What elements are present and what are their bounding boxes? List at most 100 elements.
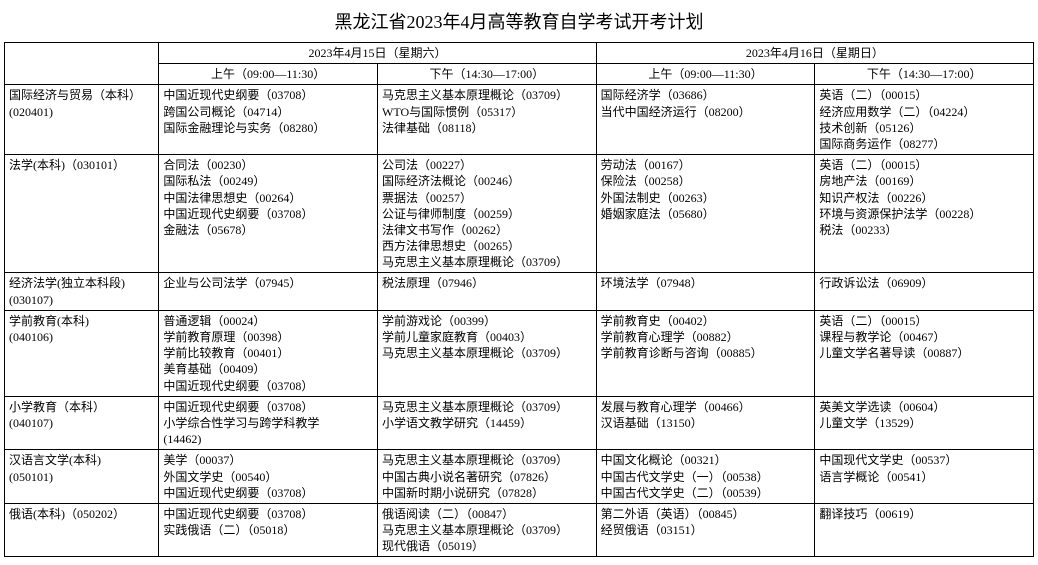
course-line: 中国近现代史纲要（03708）: [163, 87, 373, 103]
course-line: 汉语基础（13150）: [601, 415, 811, 431]
course-line: 当代中国经济运行（08200）: [601, 104, 811, 120]
slot-cell: 行政诉讼法（06909）: [815, 273, 1034, 310]
course-line: 经济应用数学（二）（04224）: [819, 104, 1029, 120]
table-row: 俄语(本科)（050202）中国近现代史纲要（03708）实践俄语（二）（050…: [5, 503, 1034, 557]
major-cell: 小学教育（本科）(040107): [5, 396, 159, 450]
course-line: 学前教育史（00402）: [601, 313, 811, 329]
major-line: 小学教育（本科）: [9, 399, 154, 415]
course-line: 行政诉讼法（06909）: [819, 275, 1029, 291]
slot-cell: 马克思主义基本原理概论（03709）中国古典小说名著研究（07826）中国新时期…: [378, 450, 597, 504]
course-line: 马克思主义基本原理概论（03709）: [382, 345, 592, 361]
course-line: 中国近现代史纲要（03708）: [163, 399, 373, 415]
page-title: 黑龙江省2023年4月高等教育自学考试开考计划: [4, 4, 1034, 42]
course-line: 外国法制史（00263）: [601, 190, 811, 206]
course-line: 普通逻辑（00024）: [163, 313, 373, 329]
table-row: 法学(本科)（030101）合同法（00230）国际私法（00249）中国法律思…: [5, 155, 1034, 273]
course-line: 语言学概论（00541）: [819, 469, 1029, 485]
slot-cell: 税法原理（07946）: [378, 273, 597, 310]
course-line: 公证与律师制度（00259）: [382, 206, 592, 222]
major-cell: 国际经济与贸易（本科）(020401): [5, 85, 159, 155]
course-line: 英语（二）（00015）: [819, 87, 1029, 103]
course-line: 技术创新（05126）: [819, 120, 1029, 136]
course-line: 票据法（00257）: [382, 190, 592, 206]
course-line: 中国新时期小说研究（07828）: [382, 485, 592, 501]
course-line: 现代俄语（05019）: [382, 538, 592, 554]
course-line: 西方法律思想史（00265）: [382, 238, 592, 254]
course-line: 婚姻家庭法（05680）: [601, 206, 811, 222]
slot-cell: 公司法（00227）国际经济法概论（00246）票据法（00257）公证与律师制…: [378, 155, 597, 273]
major-line: (030107): [9, 292, 154, 308]
course-line: 学前比较教育（00401）: [163, 345, 373, 361]
table-row: 学前教育(本科)(040106)普通逻辑（00024）学前教育原理（00398）…: [5, 310, 1034, 396]
slot-cell: 中国现代文学史（00537）语言学概论（00541）: [815, 450, 1034, 504]
course-line: 学前教育心理学（00882）: [601, 329, 811, 345]
course-line: 中国近现代史纲要（03708）: [163, 506, 373, 522]
header-session-1: 上午（09:00—11:30）: [159, 64, 378, 85]
course-line: 学前儿童家庭教育（00403）: [382, 329, 592, 345]
course-line: 马克思主义基本原理概论（03709）: [382, 87, 592, 103]
course-line: 税法原理（07946）: [382, 275, 592, 291]
course-line: 知识产权法（00226）: [819, 190, 1029, 206]
course-line: 法律基础（08118）: [382, 120, 592, 136]
major-line: 汉语言文学(本科): [9, 452, 154, 468]
course-line: 中国文化概论（00321）: [601, 452, 811, 468]
course-line: 小学综合性学习与跨学科教学: [163, 415, 373, 431]
slot-cell: 学前游戏论（00399）学前儿童家庭教育（00403）马克思主义基本原理概论（0…: [378, 310, 597, 396]
major-cell: 学前教育(本科)(040106): [5, 310, 159, 396]
course-line: 经贸俄语（03151）: [601, 522, 811, 538]
slot-cell: 环境法学（07948）: [596, 273, 815, 310]
major-cell: 俄语(本科)（050202）: [5, 503, 159, 557]
major-line: 国际经济与贸易（本科）: [9, 87, 154, 103]
course-line: (14462): [163, 431, 373, 447]
slot-cell: 马克思主义基本原理概论（03709）小学语文教学研究（14459）: [378, 396, 597, 450]
slot-cell: 英语（二）（00015）经济应用数学（二）（04224）技术创新（05126）国…: [815, 85, 1034, 155]
course-line: 国际经济学（03686）: [601, 87, 811, 103]
course-line: 儿童文学（13529）: [819, 415, 1029, 431]
course-line: 公司法（00227）: [382, 157, 592, 173]
course-line: 中国现代文学史（00537）: [819, 452, 1029, 468]
slot-cell: 发展与教育心理学（00466）汉语基础（13150）: [596, 396, 815, 450]
course-line: 学前教育诊断与咨询（00885）: [601, 345, 811, 361]
slot-cell: 中国近现代史纲要（03708）小学综合性学习与跨学科教学(14462): [159, 396, 378, 450]
slot-cell: 中国近现代史纲要（03708）跨国公司概论（04714）国际金融理论与实务（08…: [159, 85, 378, 155]
slot-cell: 学前教育史（00402）学前教育心理学（00882）学前教育诊断与咨询（0088…: [596, 310, 815, 396]
header-day-2: 2023年4月16日（星期日）: [596, 43, 1033, 64]
course-line: 中国近现代史纲要（03708）: [163, 206, 373, 222]
slot-cell: 第二外语（英语）（00845）经贸俄语（03151）: [596, 503, 815, 557]
slot-cell: 英美文学选读（00604）儿童文学（13529）: [815, 396, 1034, 450]
course-line: 金融法（05678）: [163, 222, 373, 238]
course-line: 中国近现代史纲要（03708）: [163, 485, 373, 501]
exam-schedule-table: 2023年4月15日（星期六） 2023年4月16日（星期日） 上午（09:00…: [4, 42, 1034, 557]
major-line: 学前教育(本科): [9, 313, 154, 329]
slot-cell: 马克思主义基本原理概论（03709）WTO与国际惯例（05317）法律基础（08…: [378, 85, 597, 155]
course-line: 小学语文教学研究（14459）: [382, 415, 592, 431]
header-major-blank: [5, 43, 159, 85]
slot-cell: 企业与公司法学（07945）: [159, 273, 378, 310]
course-line: 美育基础（00409）: [163, 361, 373, 377]
major-cell: 经济法学(独立本科段)(030107): [5, 273, 159, 310]
slot-cell: 中国近现代史纲要（03708）实践俄语（二）（05018）: [159, 503, 378, 557]
slot-cell: 中国文化概论（00321）中国古代文学史（一）（00538）中国古代文学史（二）…: [596, 450, 815, 504]
table-header: 2023年4月15日（星期六） 2023年4月16日（星期日） 上午（09:00…: [5, 43, 1034, 85]
major-cell: 汉语言文学(本科)(050101): [5, 450, 159, 504]
course-line: 英语（二）（00015）: [819, 313, 1029, 329]
course-line: 外国文学史（00540）: [163, 469, 373, 485]
major-line: (040107): [9, 415, 154, 431]
course-line: 美学（00037）: [163, 452, 373, 468]
course-line: 合同法（00230）: [163, 157, 373, 173]
major-line: (020401): [9, 104, 154, 120]
course-line: 学前教育原理（00398）: [163, 329, 373, 345]
slot-cell: 国际经济学（03686）当代中国经济运行（08200）: [596, 85, 815, 155]
course-line: 课程与教学论（00467）: [819, 329, 1029, 345]
course-line: 俄语阅读（二）（00847）: [382, 506, 592, 522]
course-line: 保险法（00258）: [601, 173, 811, 189]
major-line: 经济法学(独立本科段): [9, 275, 154, 291]
course-line: 马克思主义基本原理概论（03709）: [382, 452, 592, 468]
course-line: WTO与国际惯例（05317）: [382, 104, 592, 120]
table-body: 国际经济与贸易（本科）(020401)中国近现代史纲要（03708）跨国公司概论…: [5, 85, 1034, 557]
course-line: 中国近现代史纲要（03708）: [163, 378, 373, 394]
course-line: 中国古代文学史（一）（00538）: [601, 469, 811, 485]
course-line: 国际商务运作（08277）: [819, 136, 1029, 152]
course-line: 儿童文学名著导读（00887）: [819, 345, 1029, 361]
slot-cell: 合同法（00230）国际私法（00249）中国法律思想史（00264）中国近现代…: [159, 155, 378, 273]
